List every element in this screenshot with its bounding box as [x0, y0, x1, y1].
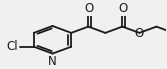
Text: O: O: [85, 2, 94, 15]
Text: O: O: [135, 27, 144, 40]
Text: N: N: [48, 55, 57, 68]
Text: Cl: Cl: [6, 40, 18, 53]
Text: O: O: [119, 2, 128, 15]
